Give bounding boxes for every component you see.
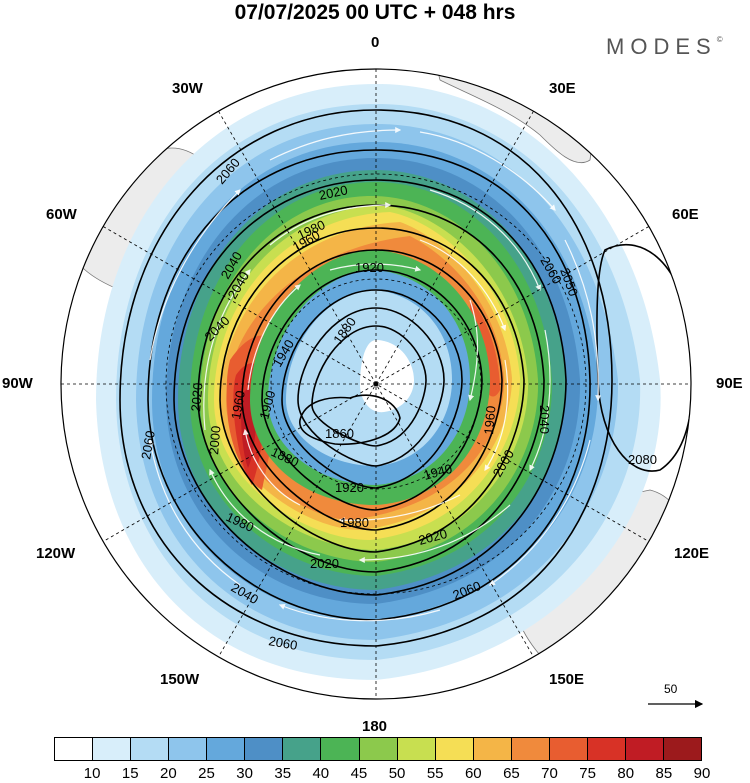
colorbar-swatch [321,738,360,760]
colorbar-swatch [283,738,322,760]
colorbar-tick-label: 10 [83,765,101,782]
lon-label-150e: 150E [549,671,585,688]
contour-label: 1860 [325,426,354,441]
lon-label-30e: 30E [549,80,576,97]
colorbar-swatch [359,738,398,760]
colorbar-tick-label: 70 [541,765,558,782]
pole-marker [373,381,379,387]
colorbar-swatch [397,738,436,760]
contour-label: 2020 [188,382,205,412]
colorbar-swatch [55,738,94,760]
contour-label: 1980 [340,515,369,530]
contour-2000 [197,204,545,573]
reference-vector-arrow [648,699,704,709]
colorbar [54,737,702,761]
contour-label: 1940 [422,461,454,483]
brand-logo: MODES© [606,34,723,60]
contour-label: 1900 [256,389,278,421]
lon-label-120w: 120W [36,545,76,562]
colorbar-tick-label: 35 [274,765,292,782]
brand-mark: © [716,34,723,44]
contour-label: 2080 [628,452,657,467]
contour-label: 1960 [228,389,248,420]
contour-label: 1920 [335,480,364,495]
contour-label: 1960 [481,405,498,435]
wind-speed-shading [96,84,661,680]
contour-1880 [311,325,427,447]
colorbar-swatch [435,738,474,760]
contour-label: 2000 [206,425,223,455]
colorbar-ticks: 10 15 20 25 30 35 40 45 50 55 60 65 70 75 80 85 90 [0,765,750,783]
contour-label: 2020 [417,526,449,548]
colorbar-tick-label: 85 [655,765,673,782]
colorbar-swatch [93,738,132,760]
colorbar-swatch [169,738,208,760]
lon-label-60w: 60W [46,206,77,223]
map-title: 07/07/2025 00 UTC + 048 hrs [234,1,516,24]
colorbar-swatch [245,738,284,760]
colorbar-tick-label: 75 [579,765,596,782]
colorbar-tick-label: 30 [236,765,253,782]
colorbar-swatch [664,738,702,760]
colorbar-swatch [549,738,588,760]
lon-label-150w: 150W [160,671,200,688]
colorbar-tick-label: 50 [388,765,406,782]
contour-label: 2060 [267,633,298,653]
colorbar-tick-label: 45 [350,765,368,782]
contour-label: 2060 [138,429,158,460]
colorbar-swatch [207,738,246,760]
colorbar-swatch [511,738,550,760]
contour-label: 1920 [355,260,384,275]
lon-label-120e: 120E [674,545,710,562]
lon-label-30w: 30W [172,80,203,97]
contour-label: 2040 [537,405,552,434]
lon-label-60e: 60E [672,206,699,223]
wind-streamlines [147,127,602,622]
lon-label-90e: 90E [716,375,743,392]
colorbar-tick-label: 65 [503,765,520,782]
colorbar-tick-label: 15 [121,765,139,782]
colorbar-swatch [587,738,626,760]
colorbar-tick-label: 25 [198,765,215,782]
colorbar-tick-label: 90 [693,765,711,782]
contour-1860 [299,394,401,446]
low-core [360,340,414,413]
colorbar-tick-label: 60 [464,765,482,782]
lon-label-0: 0 [371,34,380,51]
reference-vector-label: 50 [664,682,678,696]
contour-label: 2020 [318,182,349,203]
colorbar-swatch [625,738,664,760]
colorbar-swatch [473,738,512,760]
colorbar-tick-label: 40 [312,765,330,782]
colorbar-tick-label: 20 [160,765,177,782]
brand-name: MODES [606,34,717,59]
contour-1920 [281,289,463,489]
lon-label-90w: 90W [2,375,33,392]
contour-label: 2020 [310,556,339,571]
colorbar-swatch [131,738,170,760]
map-boundary [60,68,692,700]
lon-label-180: 180 [362,718,388,735]
colorbar-tick-label: 80 [617,765,635,782]
colorbar-tick-label: 55 [426,765,444,782]
reference-vector: 50 [646,682,706,712]
